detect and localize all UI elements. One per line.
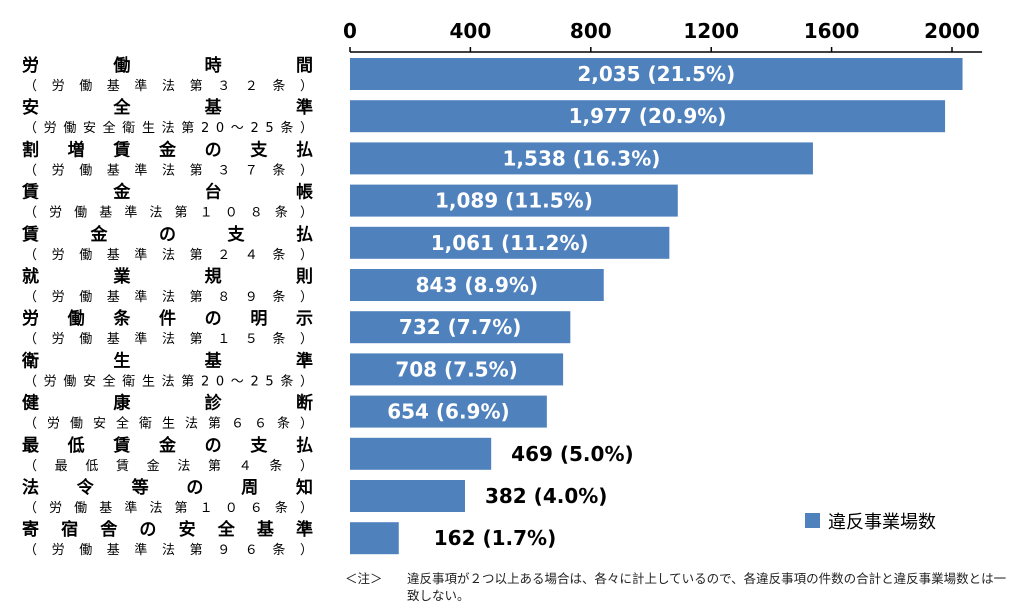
- category-labels: 労働時間 （労働基準法第３２条） 安全基準 （労働安全衛生法第20～25条） 割増賃金の…: [21, 55, 313, 558]
- category-label: 法令等の周知 （労働基準法第１０６条）: [22, 477, 313, 516]
- category-name: 労働条件の明示: [22, 308, 313, 329]
- category-law: （労働基準法第８９条）: [24, 289, 313, 305]
- x-tick-label: 1600: [804, 19, 860, 43]
- footnote-label: ＜注＞: [345, 571, 383, 586]
- category-name: 健康診断: [22, 393, 313, 414]
- category-label: 労働時間 （労働基準法第３２条）: [22, 55, 313, 94]
- data-label: 382 (4.0%): [485, 484, 607, 508]
- category-name: 法令等の周知: [22, 477, 313, 498]
- category-label: 労働条件の明示 （労働基準法第１５条）: [22, 308, 313, 347]
- data-labels: 2,035 (21.5%) 1,977 (20.9%) 1,538 (16.3%) 1…: [387, 62, 735, 550]
- category-law: （労働基準法第１５条）: [24, 331, 313, 347]
- category-law: （労働基準法第１０８条）: [24, 205, 313, 221]
- x-tick-label: 0: [343, 19, 357, 43]
- category-name: 寄宿舎の安全基準: [22, 519, 313, 540]
- legend-swatch: [805, 513, 820, 528]
- category-law: （最低賃金法第４条）: [24, 458, 313, 474]
- category-label: 最低賃金の支払 （最低賃金法第４条）: [22, 435, 313, 474]
- legend-label: 違反事業場数: [828, 512, 936, 533]
- category-name: 就業規則: [22, 266, 313, 287]
- category-name: 割増賃金の支払: [22, 139, 313, 160]
- category-law: （労働基準法第１０６条）: [24, 500, 313, 516]
- bar: [350, 184, 678, 217]
- category-label: 賃金の支払 （労働基準法第２４条）: [21, 224, 313, 263]
- bar: [350, 395, 547, 428]
- bar: [350, 311, 571, 344]
- data-label: 732 (7.7%): [399, 315, 521, 339]
- category-label: 割増賃金の支払 （労働基準法第３７条）: [22, 139, 313, 178]
- bar: [350, 58, 963, 90]
- bar: [350, 522, 399, 555]
- x-axis: 0 400 800 1200 1600 2000: [343, 19, 983, 53]
- category-label: 健康診断 （労働安全衛生法第６６条）: [22, 393, 313, 432]
- bar: [350, 353, 564, 386]
- category-label: 衛生基準 （労働安全衛生法第20～25条）: [21, 350, 313, 389]
- bar: [350, 226, 670, 259]
- legend: 違反事業場数: [805, 512, 936, 533]
- x-tick-label: 800: [570, 19, 612, 43]
- category-name: 安全基準: [22, 97, 313, 118]
- data-label: 1,977 (20.9%): [569, 104, 727, 128]
- category-label: 賃金台帳 （労働基準法第１０８条）: [21, 182, 313, 221]
- x-tick-label: 2000: [924, 19, 980, 43]
- x-tick-label: 1200: [683, 19, 739, 43]
- data-label: 1,089 (11.5%): [435, 189, 593, 213]
- category-law: （労働基準法第９６条）: [24, 542, 313, 558]
- data-label: 1,061 (11.2%): [431, 231, 589, 255]
- category-law: （労働安全衛生法第20～25条）: [24, 373, 313, 389]
- bar: [350, 480, 465, 512]
- category-label: 寄宿舎の安全基準 （労働基準法第９６条）: [22, 519, 313, 558]
- data-label: 843 (8.9%): [416, 273, 538, 297]
- data-label: 654 (6.9%): [387, 400, 509, 424]
- category-label: 安全基準 （労働安全衛生法第20～25条）: [22, 97, 313, 136]
- category-law: （労働安全衛生法第６６条）: [24, 416, 313, 432]
- bar: [350, 142, 813, 175]
- category-law: （労働基準法第２４条）: [24, 247, 313, 263]
- category-name: 労働時間: [22, 55, 313, 76]
- bar: [350, 437, 492, 470]
- category-name: 賃金の支払: [21, 224, 313, 245]
- category-law: （労働安全衛生法第20～25条）: [24, 120, 313, 136]
- data-label: 2,035 (21.5%): [577, 62, 735, 86]
- data-label: 1,538 (16.3%): [503, 146, 661, 170]
- category-law: （労働基準法第３２条）: [24, 78, 313, 94]
- x-tick-label: 400: [450, 19, 492, 43]
- category-name: 衛生基準: [21, 350, 313, 371]
- bar-chart: 0 400 800 1200 1600 2000 労働時間 （労働基準法第３２条） 安全基準 （…: [21, 19, 983, 558]
- footnote-text: 違反事項が２つ以上ある場合は、各々に計上しているので、各違反事項の件数の合計と違…: [407, 571, 1007, 603]
- category-name: 賃金台帳: [21, 182, 313, 203]
- bars: [350, 58, 963, 555]
- category-label: 就業規則 （労働基準法第８９条）: [22, 266, 313, 305]
- bar: [350, 100, 946, 133]
- data-label: 162 (1.7%): [434, 526, 556, 550]
- category-law: （労働基準法第３７条）: [24, 162, 313, 178]
- category-name: 最低賃金の支払: [22, 435, 313, 456]
- data-label: 469 (5.0%): [511, 442, 633, 466]
- data-label: 708 (7.5%): [395, 357, 517, 381]
- bar: [350, 269, 604, 301]
